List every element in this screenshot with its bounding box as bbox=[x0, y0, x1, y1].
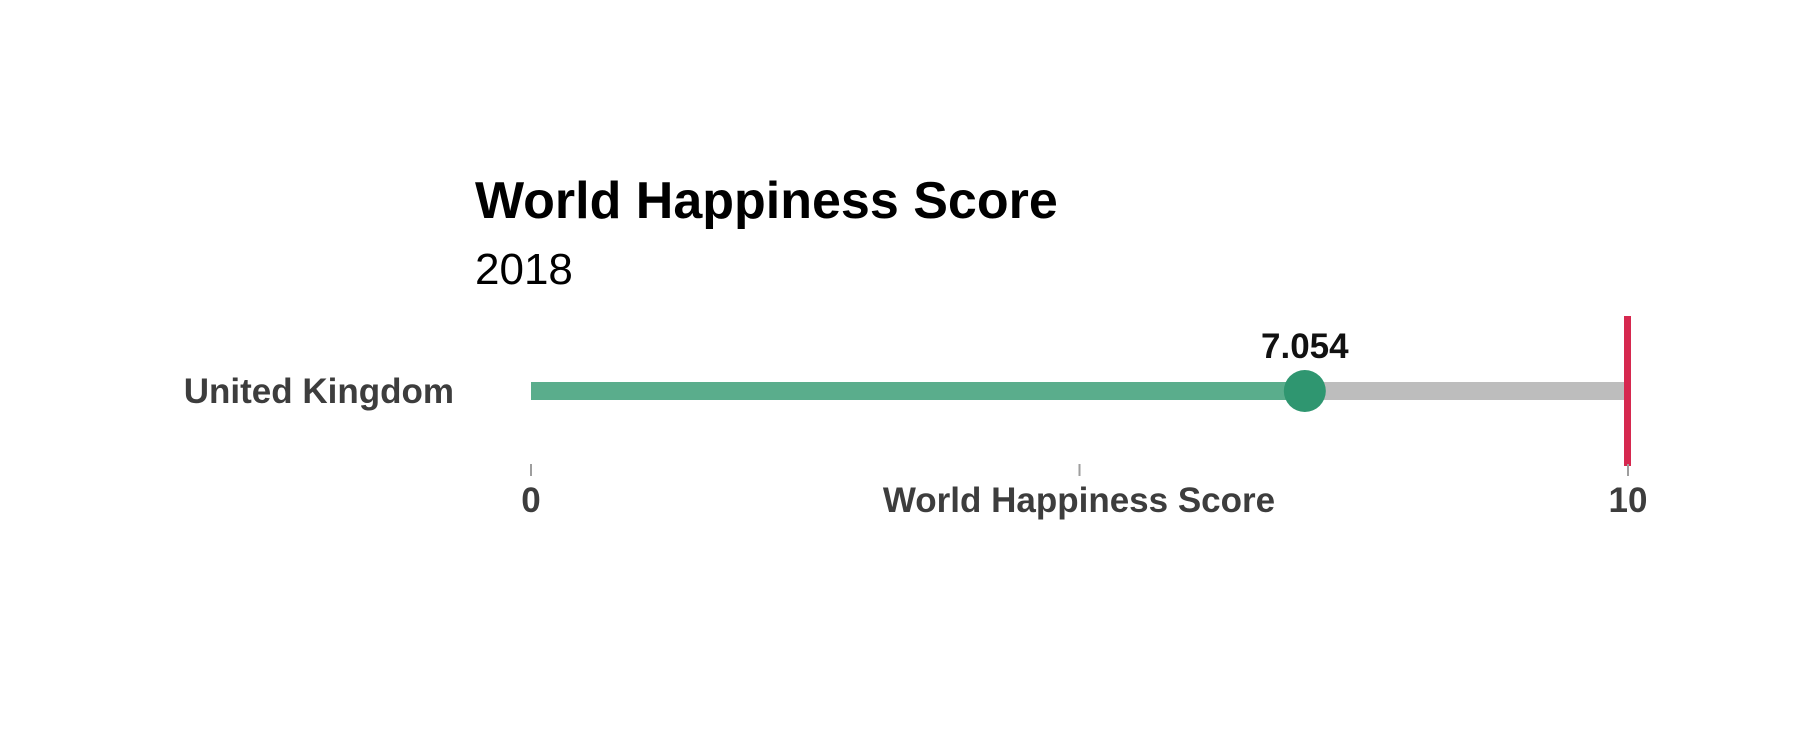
chart-marks: 7.054 United Kingdom 0 10 bbox=[184, 316, 1648, 520]
x-axis-title: World Happiness Score bbox=[883, 481, 1275, 520]
target-line bbox=[1624, 316, 1631, 466]
tick-label: 0 bbox=[521, 481, 540, 520]
chart-subtitle: 2018 bbox=[475, 245, 573, 294]
category-label: United Kingdom bbox=[184, 372, 454, 411]
value-label: 7.054 bbox=[1261, 327, 1349, 366]
chart-title: World Happiness Score bbox=[475, 172, 1058, 230]
value-bar bbox=[531, 382, 1305, 400]
tick-label: 10 bbox=[1609, 481, 1648, 520]
value-dot bbox=[1283, 370, 1326, 412]
